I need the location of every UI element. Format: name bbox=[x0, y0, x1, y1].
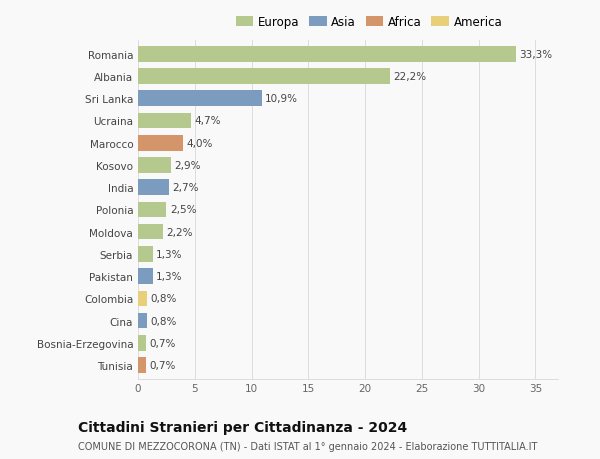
Legend: Europa, Asia, Africa, America: Europa, Asia, Africa, America bbox=[233, 13, 505, 31]
Text: 0,8%: 0,8% bbox=[151, 294, 177, 304]
Bar bbox=[138, 69, 390, 84]
Text: 2,7%: 2,7% bbox=[172, 183, 199, 193]
Text: 2,5%: 2,5% bbox=[170, 205, 196, 215]
Text: 10,9%: 10,9% bbox=[265, 94, 298, 104]
Text: 4,0%: 4,0% bbox=[187, 139, 213, 148]
Bar bbox=[138, 202, 166, 218]
Bar bbox=[138, 158, 171, 174]
Bar bbox=[138, 246, 153, 262]
Bar bbox=[138, 291, 147, 307]
Bar bbox=[138, 224, 163, 240]
Bar bbox=[138, 336, 146, 351]
Bar bbox=[138, 180, 169, 196]
Text: 0,7%: 0,7% bbox=[149, 360, 176, 370]
Bar bbox=[138, 113, 191, 129]
Text: 1,3%: 1,3% bbox=[156, 249, 182, 259]
Bar bbox=[138, 47, 516, 62]
Bar bbox=[138, 91, 262, 107]
Bar bbox=[138, 358, 146, 373]
Text: 0,7%: 0,7% bbox=[149, 338, 176, 348]
Text: 1,3%: 1,3% bbox=[156, 272, 182, 281]
Bar bbox=[138, 136, 184, 151]
Bar bbox=[138, 269, 153, 284]
Text: 2,9%: 2,9% bbox=[175, 161, 201, 171]
Text: Cittadini Stranieri per Cittadinanza - 2024: Cittadini Stranieri per Cittadinanza - 2… bbox=[78, 420, 407, 434]
Text: 4,7%: 4,7% bbox=[195, 116, 221, 126]
Text: COMUNE DI MEZZOCORONA (TN) - Dati ISTAT al 1° gennaio 2024 - Elaborazione TUTTIT: COMUNE DI MEZZOCORONA (TN) - Dati ISTAT … bbox=[78, 441, 538, 451]
Text: 2,2%: 2,2% bbox=[166, 227, 193, 237]
Text: 0,8%: 0,8% bbox=[151, 316, 177, 326]
Text: 22,2%: 22,2% bbox=[394, 72, 427, 82]
Bar bbox=[138, 313, 147, 329]
Text: 33,3%: 33,3% bbox=[520, 50, 553, 60]
